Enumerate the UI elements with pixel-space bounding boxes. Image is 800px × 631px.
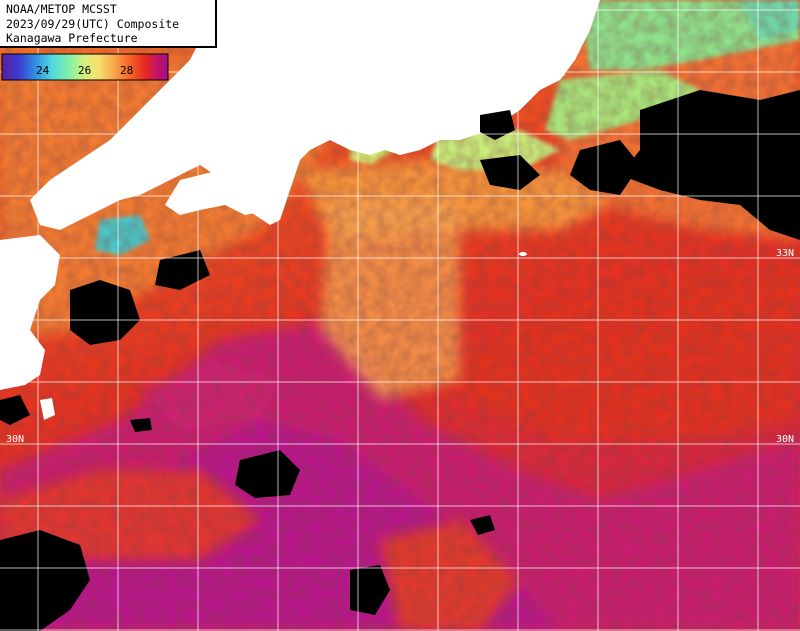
lat-label-30n-right: 30N bbox=[776, 434, 795, 445]
color-scale-legend: 24 26 28 bbox=[0, 52, 170, 82]
land-island bbox=[545, 55, 565, 82]
lat-label-33n-right: 33N bbox=[776, 248, 795, 259]
land-island-small bbox=[519, 252, 527, 256]
land-honshu bbox=[30, 0, 600, 230]
title-box: NOAA/METOP MCSST 2023/09/29(UTC) Composi… bbox=[0, 0, 217, 48]
title-line-date: 2023/09/29(UTC) Composite bbox=[6, 16, 180, 31]
title-line-source: NOAA/METOP MCSST bbox=[6, 2, 117, 16]
color-scale-bar bbox=[1, 53, 169, 81]
color-scale-tick-26: 26 bbox=[78, 64, 92, 77]
color-scale-tick-28: 28 bbox=[120, 64, 134, 77]
land-island bbox=[40, 398, 55, 420]
land-kyushu bbox=[0, 235, 60, 390]
lat-label-30n-left: 30N bbox=[6, 434, 25, 445]
cloud-cover bbox=[0, 90, 800, 631]
land-shikoku bbox=[165, 160, 285, 215]
land-masses bbox=[0, 0, 600, 420]
title-line-region: Kanagawa Prefecture bbox=[6, 31, 138, 45]
color-scale-tick-24: 24 bbox=[36, 64, 50, 77]
